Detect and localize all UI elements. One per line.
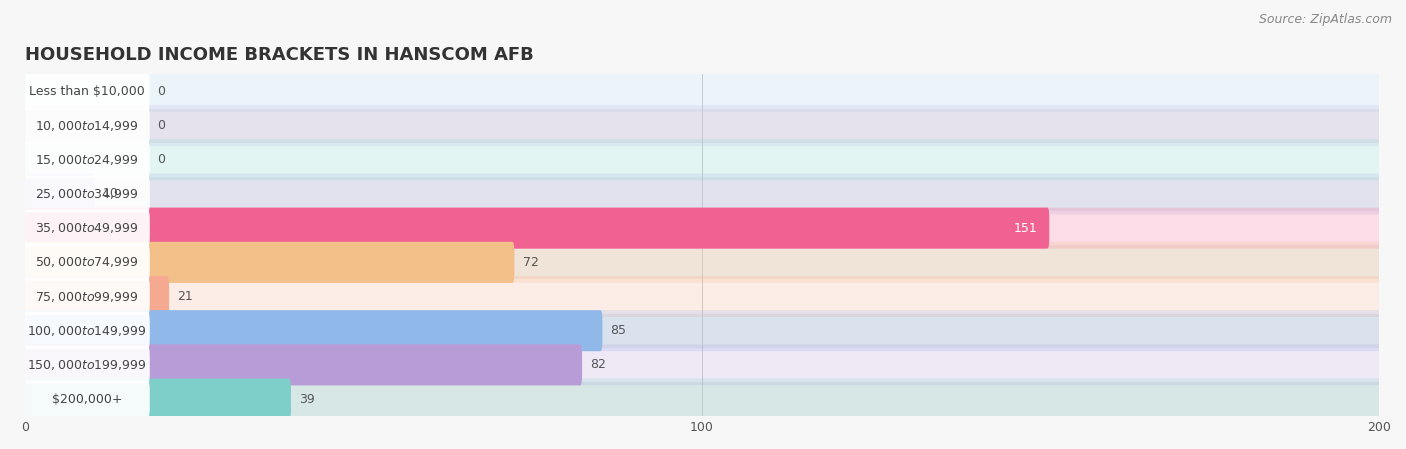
Bar xyxy=(25,75,1379,109)
FancyBboxPatch shape xyxy=(24,73,150,110)
FancyBboxPatch shape xyxy=(22,105,1381,146)
Text: 82: 82 xyxy=(591,358,606,371)
FancyBboxPatch shape xyxy=(22,207,1049,249)
Text: $150,000 to $199,999: $150,000 to $199,999 xyxy=(27,358,146,372)
FancyBboxPatch shape xyxy=(22,276,169,317)
Text: Less than $10,000: Less than $10,000 xyxy=(30,85,145,98)
FancyBboxPatch shape xyxy=(22,207,1381,249)
FancyBboxPatch shape xyxy=(22,310,602,351)
FancyBboxPatch shape xyxy=(24,312,150,349)
FancyBboxPatch shape xyxy=(22,173,1381,215)
FancyBboxPatch shape xyxy=(22,310,1381,351)
FancyBboxPatch shape xyxy=(24,107,150,144)
Text: 39: 39 xyxy=(299,392,315,405)
FancyBboxPatch shape xyxy=(24,347,150,383)
Text: 10: 10 xyxy=(103,187,118,200)
Text: $200,000+: $200,000+ xyxy=(52,392,122,405)
FancyBboxPatch shape xyxy=(22,139,1381,180)
Text: $50,000 to $74,999: $50,000 to $74,999 xyxy=(35,255,139,269)
FancyBboxPatch shape xyxy=(22,276,1381,317)
Text: $75,000 to $99,999: $75,000 to $99,999 xyxy=(35,290,139,304)
Text: $100,000 to $149,999: $100,000 to $149,999 xyxy=(27,324,146,338)
Bar xyxy=(25,382,1379,416)
Bar xyxy=(25,313,1379,348)
Text: 85: 85 xyxy=(610,324,627,337)
Text: $15,000 to $24,999: $15,000 to $24,999 xyxy=(35,153,139,167)
FancyBboxPatch shape xyxy=(24,210,150,247)
Bar xyxy=(25,211,1379,245)
Text: 0: 0 xyxy=(157,85,165,98)
FancyBboxPatch shape xyxy=(22,242,515,283)
Text: 21: 21 xyxy=(177,290,193,303)
FancyBboxPatch shape xyxy=(24,141,150,178)
FancyBboxPatch shape xyxy=(24,176,150,212)
Text: Source: ZipAtlas.com: Source: ZipAtlas.com xyxy=(1258,13,1392,26)
Text: HOUSEHOLD INCOME BRACKETS IN HANSCOM AFB: HOUSEHOLD INCOME BRACKETS IN HANSCOM AFB xyxy=(25,46,534,64)
Text: $10,000 to $14,999: $10,000 to $14,999 xyxy=(35,119,139,132)
Bar xyxy=(25,109,1379,143)
FancyBboxPatch shape xyxy=(22,379,291,419)
FancyBboxPatch shape xyxy=(22,379,1381,419)
FancyBboxPatch shape xyxy=(22,344,1381,385)
FancyBboxPatch shape xyxy=(22,344,582,385)
FancyBboxPatch shape xyxy=(22,71,1381,112)
FancyBboxPatch shape xyxy=(22,173,94,215)
Text: 151: 151 xyxy=(1014,222,1038,235)
Bar xyxy=(25,279,1379,313)
Text: $35,000 to $49,999: $35,000 to $49,999 xyxy=(35,221,139,235)
Text: 0: 0 xyxy=(157,119,165,132)
Bar xyxy=(25,177,1379,211)
FancyBboxPatch shape xyxy=(24,244,150,281)
Bar xyxy=(25,348,1379,382)
Text: 0: 0 xyxy=(157,153,165,166)
Text: 72: 72 xyxy=(523,256,538,269)
FancyBboxPatch shape xyxy=(24,278,150,315)
Bar xyxy=(25,143,1379,177)
Text: $25,000 to $34,999: $25,000 to $34,999 xyxy=(35,187,139,201)
FancyBboxPatch shape xyxy=(22,242,1381,283)
Bar xyxy=(25,245,1379,279)
FancyBboxPatch shape xyxy=(24,381,150,418)
